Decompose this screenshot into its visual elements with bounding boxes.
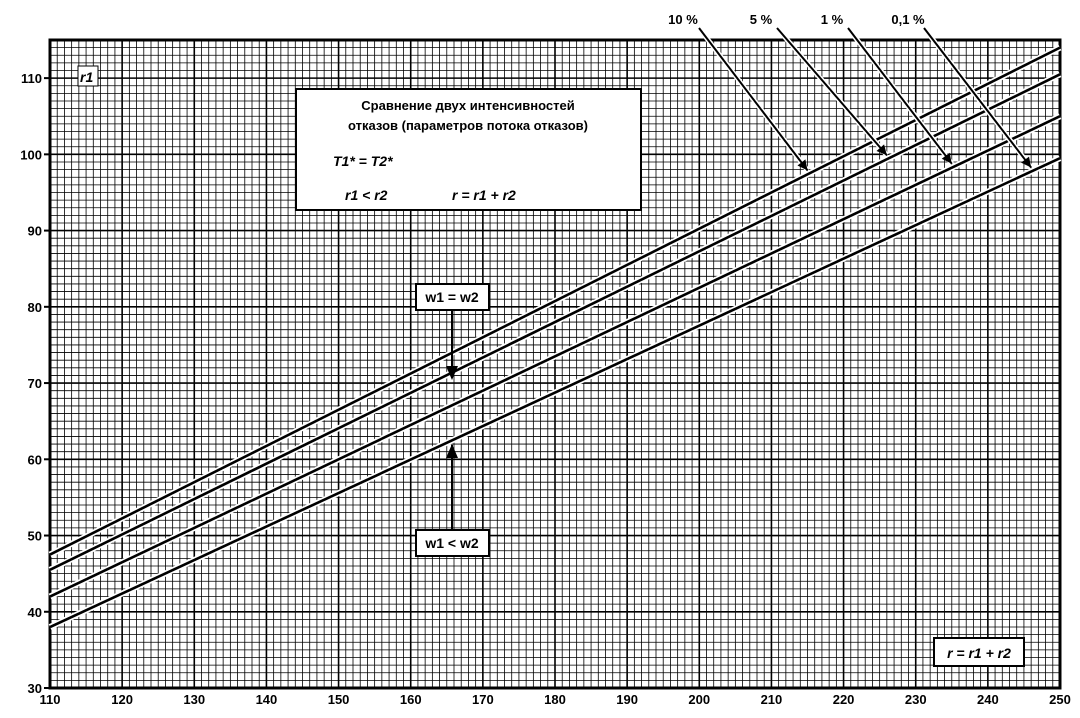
info-formula-equal: T1* = T2*: [333, 153, 393, 169]
y-axis-label: r1: [80, 69, 93, 85]
series-line: [49, 46, 1061, 556]
series-line: [49, 115, 1061, 598]
y-tick-label: 50: [28, 529, 42, 544]
x-axis-label-box: r = r1 + r2: [933, 637, 1025, 667]
series-label: 5 %: [750, 12, 773, 27]
x-tick-label: 140: [256, 692, 278, 707]
x-tick-label: 110: [40, 692, 61, 707]
plot-frame: [48, 38, 1062, 690]
info-box: Сравнение двух интенсивностей отказов (п…: [295, 88, 642, 211]
info-title-line1: Сравнение двух интенсивностей: [361, 98, 574, 113]
x-tick-label: 120: [111, 692, 133, 707]
x-tick-label: 210: [761, 692, 783, 707]
series-pointer-arrowhead: [797, 159, 808, 171]
y-tick-label: 60: [28, 452, 42, 467]
series-pointer: [923, 27, 1032, 169]
series-pointer-arrowhead: [941, 152, 952, 164]
x-tick-label: 200: [688, 692, 710, 707]
info-title-line2: отказов (параметров потока отказов): [348, 118, 588, 133]
x-tick-label: 160: [400, 692, 422, 707]
y-tick-label: 30: [28, 681, 42, 696]
y-tick-label: 70: [28, 376, 42, 391]
x-tick-label: 250: [1049, 692, 1071, 707]
info-formula-less: r1 < r2: [345, 187, 388, 203]
series-pointer-arrowhead: [876, 144, 887, 156]
x-tick-label: 130: [183, 692, 205, 707]
pointer-layer: [697, 26, 1034, 172]
x-tick-label: 180: [544, 692, 566, 707]
annotation-less-text: w1 < w2: [424, 535, 479, 551]
x-axis-label: r = r1 + r2: [947, 645, 1011, 661]
annotation-equal-text: w1 = w2: [424, 289, 479, 305]
x-tick-label: 240: [977, 692, 999, 707]
series-label: 1 %: [821, 12, 844, 27]
series-labels: 10 % 5 % 1 % 0,1 %: [668, 12, 925, 27]
y-tick-label: 80: [28, 300, 42, 315]
y-tick-label: 90: [28, 224, 42, 239]
series-line: [49, 73, 1061, 572]
x-tick-label: 190: [616, 692, 638, 707]
series-line: [49, 156, 1061, 629]
x-tick-label: 170: [472, 692, 494, 707]
y-axis-ticks: 30 40 50 60 70 80 90 100 110: [20, 71, 50, 696]
series-pointer: [698, 27, 809, 171]
series-pointer: [776, 27, 888, 156]
series-layer: [48, 44, 1062, 630]
x-axis-ticks: 110 120 130 140 150 160 170 180 190 200 210 220 230 2…: [40, 692, 1071, 707]
y-axis-label-box: [77, 65, 99, 87]
series-pointer: [847, 27, 953, 165]
annotation-less: w1 < w2: [415, 444, 490, 557]
x-tick-label: 220: [833, 692, 855, 707]
annotation-equal: w1 = w2: [415, 283, 490, 380]
series-label: 10 %: [668, 12, 698, 27]
series-label: 0,1 %: [891, 12, 925, 27]
info-formula-sum: r = r1 + r2: [452, 187, 516, 203]
y-tick-label: 40: [28, 605, 42, 620]
y-tick-label: 110: [21, 71, 42, 86]
y-tick-label: 100: [20, 147, 42, 162]
x-tick-label: 150: [328, 692, 350, 707]
series-pointer-arrowhead: [1021, 156, 1032, 168]
x-tick-label: 230: [905, 692, 927, 707]
